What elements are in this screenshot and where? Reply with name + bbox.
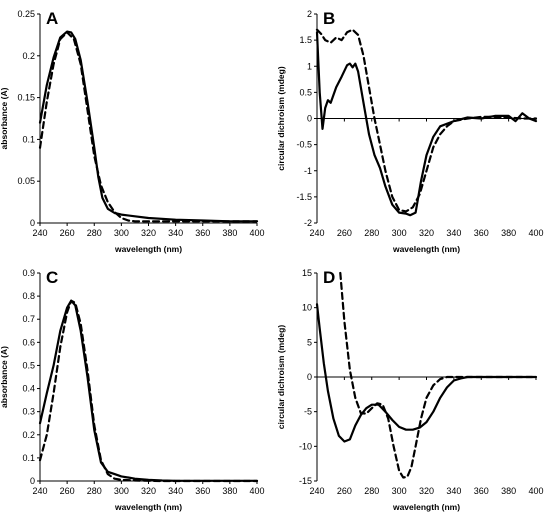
y-tick-label: 0.2 (22, 51, 35, 61)
y-tick-label: 0.9 (22, 268, 35, 278)
y-tick-label: 0 (30, 476, 35, 486)
panel-d: -15 -10 -5 0 5 10 15 240 260 280 300 320 340 360 380 40… (276, 268, 544, 512)
y-tick-label: -0.5 (296, 140, 312, 150)
y-tick-label: -15 (299, 476, 312, 486)
x-tick-label: 380 (501, 228, 516, 238)
y-tick-label: 5 (307, 337, 312, 347)
y-axis-title: circular dichroism (mdeg) (276, 325, 286, 430)
x-tick-label: 340 (446, 486, 461, 496)
x-tick-label: 280 (364, 486, 379, 496)
x-axis-title: wavelength (nm) (392, 502, 460, 512)
solid-series-line (315, 31, 538, 217)
x-tick-label: 300 (392, 486, 407, 496)
x-tick-label: 340 (168, 228, 183, 238)
y-tick-label: 0.4 (22, 384, 35, 394)
x-tick-label: 380 (222, 486, 237, 496)
x-tick-label: 300 (114, 228, 129, 238)
x-tick-label: 360 (195, 486, 210, 496)
solid-series-line (38, 30, 259, 223)
x-tick-label: 320 (419, 228, 434, 238)
x-tick-label: 340 (446, 228, 461, 238)
y-tick-label: 0.8 (22, 291, 35, 301)
panel-a: 0 0.05 0.1 0.15 0.2 0.25 240 260 280 300 320 340 360… (0, 9, 265, 254)
x-tick-label: 240 (309, 486, 324, 496)
dashed-series-line (315, 28, 538, 213)
y-tick-label: 0.5 (22, 360, 35, 370)
y-tick-label: 0 (30, 218, 35, 228)
dashed-series-line (38, 299, 259, 483)
x-tick-label: 380 (222, 228, 237, 238)
y-tick-label: -1.5 (296, 192, 312, 202)
x-tick-label: 320 (419, 486, 434, 496)
x-tick-label: 280 (87, 486, 102, 496)
y-tick-label: 0.3 (22, 407, 35, 417)
dashed-series-line (38, 31, 259, 223)
x-tick-label: 260 (60, 228, 75, 238)
y-tick-label: 1.5 (299, 35, 312, 45)
y-tick-label: 0.05 (17, 176, 35, 186)
x-axis-title: wavelength (nm) (392, 244, 460, 254)
y-tick-label: 10 (302, 303, 312, 313)
panel-letter: B (323, 9, 335, 28)
y-tick-label: -2 (304, 218, 312, 228)
x-tick-label: 300 (114, 486, 129, 496)
y-tick-label: 0.5 (299, 87, 312, 97)
x-tick-label: 320 (141, 228, 156, 238)
x-tick-label: 280 (87, 228, 102, 238)
dashed-series-line (339, 271, 538, 479)
y-tick-label: -1 (304, 166, 312, 176)
x-tick-label: 340 (168, 486, 183, 496)
x-tick-label: 240 (32, 228, 47, 238)
x-tick-label: 400 (528, 228, 543, 238)
y-tick-label: 0.2 (22, 430, 35, 440)
y-tick-label: 0.1 (22, 134, 35, 144)
y-tick-label: 0.25 (17, 9, 35, 19)
y-tick-label: 0.7 (22, 314, 35, 324)
x-tick-label: 240 (32, 486, 47, 496)
panel-letter: A (46, 9, 58, 28)
x-tick-label: 280 (364, 228, 379, 238)
x-tick-label: 400 (249, 486, 264, 496)
x-tick-label: 300 (392, 228, 407, 238)
y-tick-label: -10 (299, 441, 312, 451)
x-tick-label: 360 (474, 486, 489, 496)
x-tick-label: 360 (474, 228, 489, 238)
y-tick-label: 0 (307, 114, 312, 124)
y-tick-label: 2 (307, 9, 312, 19)
panel-c: 0 0.1 0.2 0.3 0.4 0.5 0.6 0.7 0.8 0.9 240 260 280 300… (0, 268, 265, 512)
x-tick-label: 360 (195, 228, 210, 238)
y-tick-label: 0.6 (22, 337, 35, 347)
panel-letter: C (46, 268, 58, 287)
panel-b: -2 -1.5 -1 -0.5 0 0.5 1 1.5 2 240 260 280 300 320 340 3… (276, 9, 544, 254)
y-tick-label: 15 (302, 268, 312, 278)
y-tick-label: -5 (304, 407, 312, 417)
y-tick-label: 0 (307, 372, 312, 382)
x-tick-label: 260 (60, 486, 75, 496)
x-tick-label: 400 (249, 228, 264, 238)
y-axis-title: circular dichroism (mdeg) (276, 66, 286, 171)
x-axis-title: wavelength (nm) (114, 244, 182, 254)
solid-series-line (38, 299, 259, 482)
x-tick-label: 260 (337, 486, 352, 496)
y-tick-label: 0.1 (22, 453, 35, 463)
y-tick-label: 1 (307, 61, 312, 71)
y-tick-label: 0.15 (17, 93, 35, 103)
x-tick-label: 380 (501, 486, 516, 496)
y-axis-title: absorbance (A) (0, 87, 9, 149)
x-tick-label: 320 (141, 486, 156, 496)
panel-letter: D (323, 268, 335, 287)
y-axis-title: absorbance (A) (0, 346, 9, 408)
x-axis-title: wavelength (nm) (114, 502, 182, 512)
x-tick-label: 240 (309, 228, 324, 238)
x-tick-label: 260 (337, 228, 352, 238)
x-tick-label: 400 (528, 486, 543, 496)
solid-series-line (315, 303, 538, 443)
